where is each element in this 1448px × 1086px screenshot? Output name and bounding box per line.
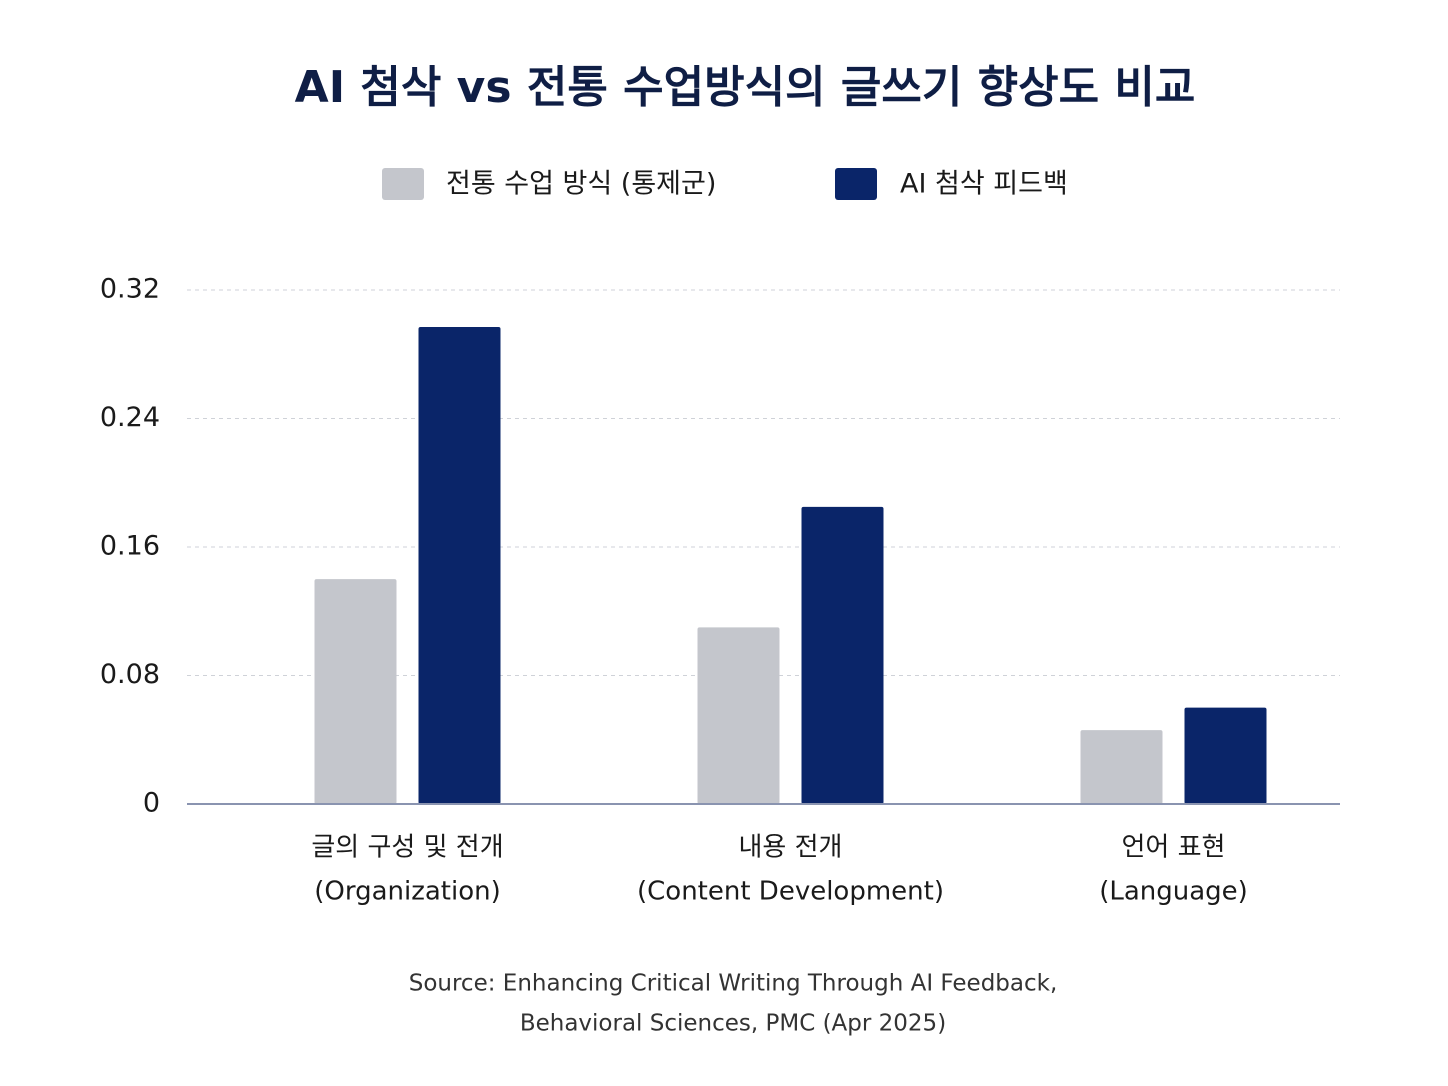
y-tick-label: 0.24 (100, 402, 160, 433)
y-tick-label: 0.32 (100, 274, 160, 305)
legend-label: 전통 수업 방식 (통제군) (446, 169, 716, 200)
bar (697, 627, 780, 804)
legend-swatch (835, 168, 877, 200)
bar (1080, 730, 1163, 804)
y-tick-label: 0 (143, 788, 160, 819)
x-tick-label: 언어 표현 (1122, 833, 1226, 863)
x-tick-label: (Content Development) (637, 877, 944, 907)
bar (418, 326, 501, 804)
bar (1184, 707, 1267, 804)
y-tick-label: 0.16 (100, 531, 160, 562)
legend-label: AI 첨삭 피드백 (900, 169, 1068, 200)
x-tick-label: (Organization) (314, 877, 501, 907)
source-note: Behavioral Sciences, PMC (Apr 2025) (520, 1011, 946, 1037)
x-tick-label: 내용 전개 (739, 833, 843, 863)
x-tick-label: (Language) (1099, 877, 1248, 907)
bar (801, 506, 884, 804)
chart-title: AI 첨삭 vs 전통 수업방식의 글쓰기 향상도 비교 (295, 62, 1196, 113)
bar (314, 579, 397, 804)
y-tick-label: 0.08 (100, 659, 160, 690)
source-note: Source: Enhancing Critical Writing Throu… (409, 971, 1058, 997)
x-tick-label: 글의 구성 및 전개 (311, 833, 503, 863)
legend-swatch (382, 168, 424, 200)
